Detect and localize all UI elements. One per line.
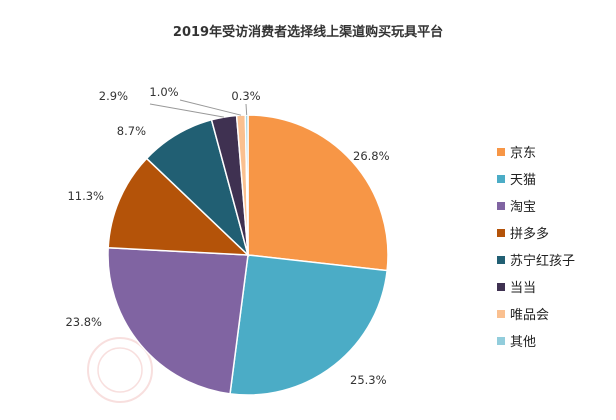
legend-label-2: 天猫 bbox=[510, 173, 536, 188]
legend-swatch-2 bbox=[497, 175, 505, 183]
legend-swatch-4 bbox=[497, 229, 505, 237]
legend-label-4: 拼多多 bbox=[510, 226, 549, 242]
legend-swatch-5 bbox=[497, 256, 505, 264]
slice-label-2: 25.3% bbox=[350, 373, 387, 387]
pie-slice-2 bbox=[229, 254, 388, 396]
legend-label-1: 京东 bbox=[510, 146, 536, 161]
leader-line-6 bbox=[149, 103, 225, 118]
pie-slice-1 bbox=[247, 114, 389, 272]
slice-label-1: 26.8% bbox=[353, 149, 390, 163]
slice-label-6: 2.9% bbox=[99, 89, 128, 103]
legend-label-3: 淘宝 bbox=[510, 200, 536, 215]
leader-line-8 bbox=[245, 103, 248, 116]
chart-title: 2019年受访消费者选择线上渠道购买玩具平台 bbox=[173, 24, 443, 40]
leader-line-7 bbox=[179, 99, 242, 116]
pie-slice-8 bbox=[244, 114, 249, 256]
pie-slice-3 bbox=[107, 246, 249, 395]
data-labels: 26.8% 25.3% 23.8% 11.3% 8.7% 2.9% 1.0% 0.3% bbox=[65, 85, 389, 387]
slice-label-8: 0.3% bbox=[231, 89, 260, 103]
legend-swatch-1 bbox=[497, 148, 505, 156]
watermark-logo bbox=[87, 337, 153, 403]
legend-swatch-8 bbox=[497, 337, 505, 345]
slice-label-3: 23.8% bbox=[65, 315, 102, 329]
legend-label-8: 其他 bbox=[510, 335, 536, 350]
legend-swatch-6 bbox=[497, 283, 505, 291]
legend-swatch-7 bbox=[497, 310, 505, 318]
pie-slice-4 bbox=[107, 157, 250, 256]
slice-label-5: 8.7% bbox=[117, 124, 146, 138]
legend-swatch-3 bbox=[497, 202, 505, 210]
legend-label-7: 唯品会 bbox=[510, 308, 549, 323]
slice-label-4: 11.3% bbox=[67, 189, 104, 203]
leader-lines bbox=[149, 99, 248, 118]
legend-label-6: 当当 bbox=[510, 281, 536, 296]
legend-label-5: 苏宁红孩子 bbox=[510, 253, 575, 269]
pie-slices bbox=[107, 114, 389, 396]
slice-label-7: 1.0% bbox=[149, 85, 178, 99]
